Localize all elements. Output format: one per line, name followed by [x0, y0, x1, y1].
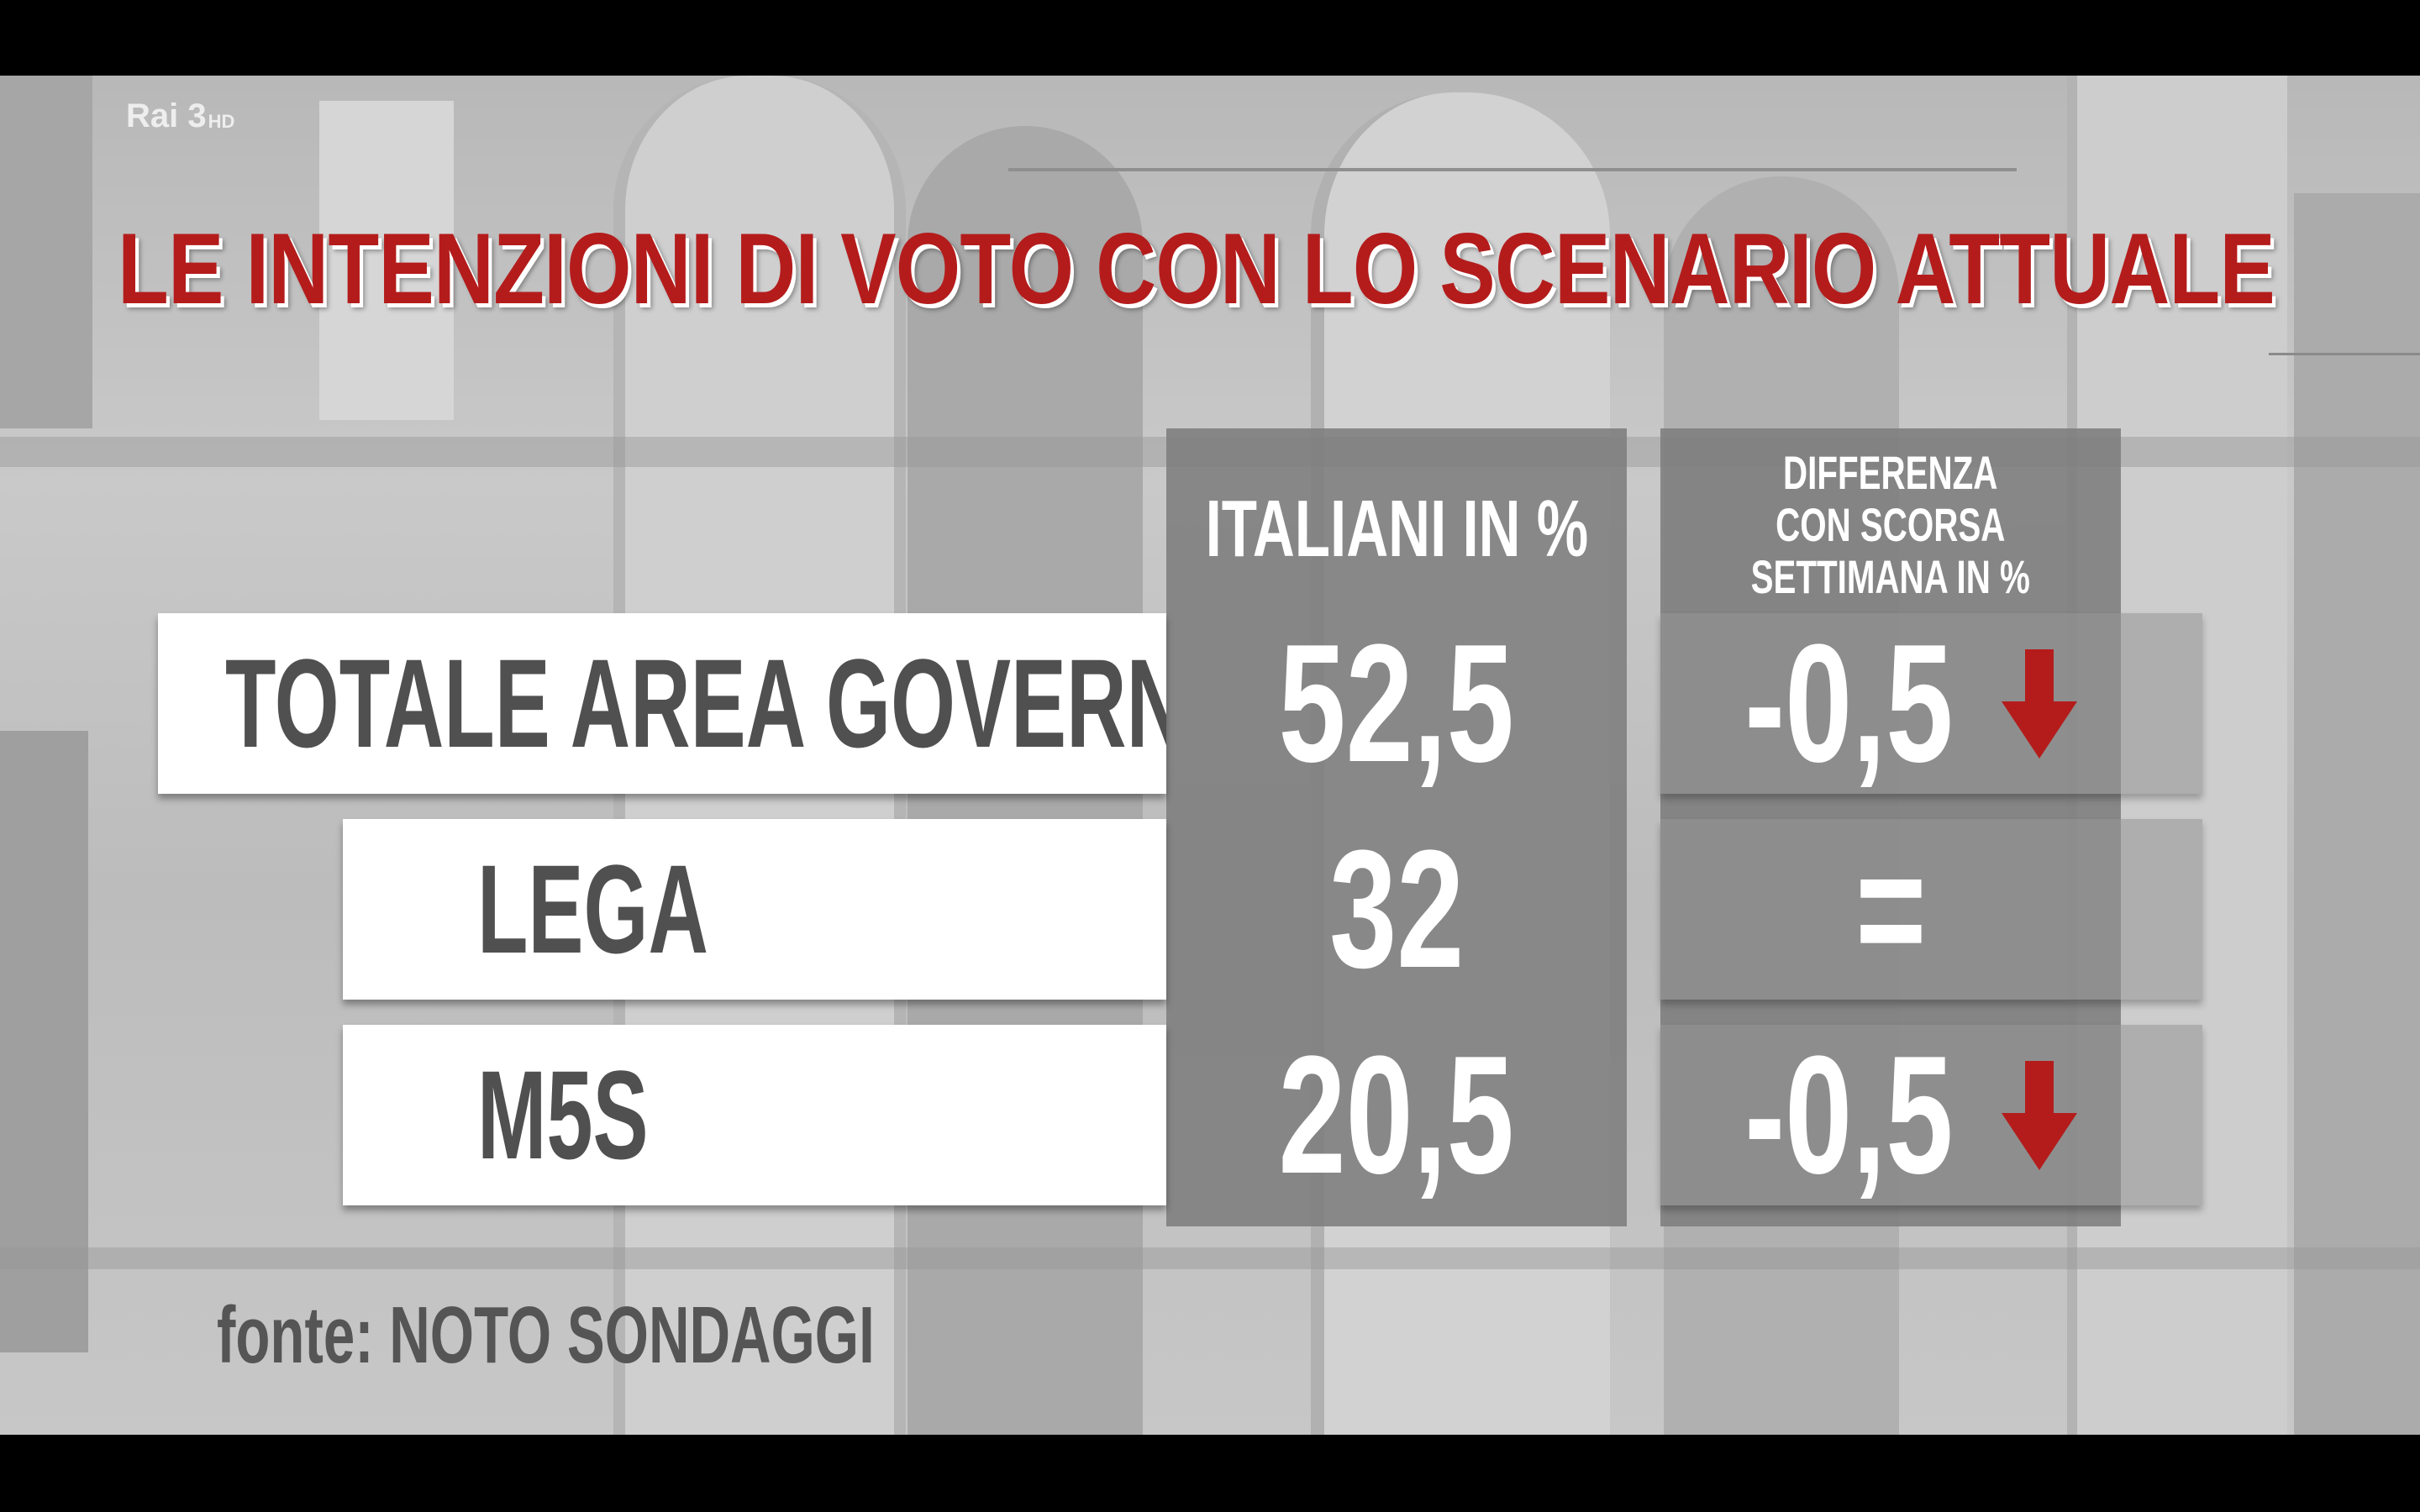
row-difference-panel [1660, 819, 2202, 1000]
channel-logo-text: Rai 3 [126, 97, 207, 134]
letterbox-top [0, 0, 2420, 76]
row-difference-text: -0,5 [1744, 1021, 1954, 1209]
row-difference: -0,5 [1660, 1021, 2121, 1209]
row-label-m5s: M5S [343, 1025, 1166, 1205]
column-header-percent: ITALIANI IN % [1166, 458, 1627, 601]
background-shape [319, 101, 454, 420]
row-label-totale-area-governo: TOTALE AREA GOVERNO [158, 613, 1166, 794]
row-difference-text: -0,5 [1744, 609, 1954, 797]
row-value-text: 20,5 [1278, 1021, 1515, 1209]
table-row: M5S 20,5 -0,5 [0, 1021, 2420, 1209]
row-value: 20,5 [1166, 1021, 1627, 1209]
row-value-text: 32 [1328, 815, 1465, 1003]
row-label-text: M5S [477, 1044, 649, 1185]
background-shape [2294, 193, 2420, 1435]
column-panel-percent [1166, 428, 1627, 1226]
channel-logo-hd: HD [208, 111, 235, 132]
down-arrow-icon [2002, 1060, 2078, 1170]
row-value: 32 [1166, 816, 1627, 1003]
row-difference: = [1660, 816, 2121, 1003]
row-difference-panel [1660, 613, 2202, 794]
background-shape [0, 731, 88, 1352]
row-difference: -0,5 [1660, 610, 2121, 797]
column-header-difference: DIFFERENZA CON SCORSA SETTIMANA IN % [1660, 437, 2121, 613]
row-label-lega: LEGA [343, 819, 1166, 1000]
source-note-text: fonte: NOTO SONDAGGI [217, 1290, 875, 1380]
background-shape [0, 76, 92, 428]
table-row: TOTALE AREA GOVERNO 52,5 -0,5 [0, 610, 2420, 797]
column-header-difference-text: DIFFERENZA CON SCORSA SETTIMANA IN % [1750, 446, 2031, 603]
row-value-text: 52,5 [1278, 609, 1515, 797]
source-note: fonte: NOTO SONDAGGI [217, 1289, 1156, 1382]
column-header-percent-text: ITALIANI IN % [1205, 484, 1588, 574]
chart-title: LE INTENZIONI DI VOTO CON LO SCENARIO AT… [118, 213, 2275, 325]
letterbox-bottom [0, 1435, 2420, 1512]
background-band [0, 1247, 2420, 1269]
row-difference-text: = [1854, 815, 1927, 1003]
down-arrow-icon [2002, 648, 2078, 759]
channel-logo: Rai 3 HD [126, 92, 234, 134]
row-value: 52,5 [1166, 610, 1627, 797]
row-difference-panel [1660, 1025, 2202, 1205]
table-row: LEGA 32 = [0, 816, 2420, 1003]
row-label-text: LEGA [477, 838, 709, 979]
background-line [1008, 168, 2017, 171]
background-line [2269, 353, 2420, 355]
row-label-text: TOTALE AREA GOVERNO [225, 633, 1166, 774]
